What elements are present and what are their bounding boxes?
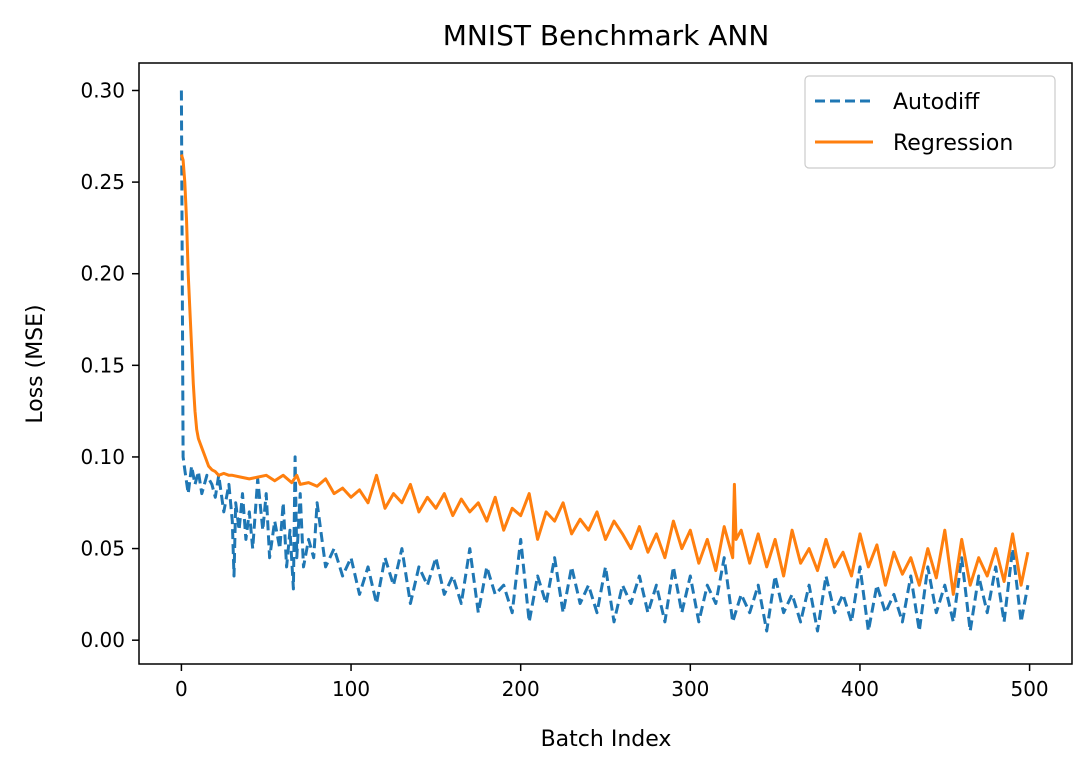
plot-area — [179, 90, 1030, 633]
plot-frame — [138, 62, 1073, 665]
legend-frame — [804, 75, 1056, 169]
series-line-regression — [179, 154, 1030, 596]
x-axis-label: Batch Index — [541, 727, 672, 752]
y-tick-label: 0.15 — [80, 353, 125, 377]
x-tick-label: 200 — [502, 677, 540, 701]
chart-title: MNIST Benchmark ANN — [443, 19, 770, 52]
y-tick-label: 0.10 — [80, 445, 125, 469]
y-axis: 0.00 0.05 0.10 0.15 0.20 0.25 0.30 — [80, 78, 139, 652]
x-axis: 0 100 200 300 400 500 — [175, 664, 1049, 701]
y-tick-label: 0.30 — [80, 78, 125, 102]
series-line-autodiff — [179, 90, 1030, 633]
y-tick-label: 0.25 — [80, 170, 125, 194]
legend-regression-label: Regression — [893, 131, 1013, 156]
y-tick-label: 0.00 — [80, 628, 125, 652]
x-tick-label: 300 — [671, 677, 709, 701]
x-tick-label: 500 — [1010, 677, 1048, 701]
legend-autodiff-label: Autodiff — [893, 90, 980, 115]
x-tick-label: 400 — [841, 677, 879, 701]
y-tick-label: 0.05 — [80, 537, 125, 561]
x-tick-label: 100 — [332, 677, 370, 701]
legend: Autodiff Regression — [804, 75, 1056, 169]
y-tick-label: 0.20 — [80, 262, 125, 286]
x-tick-label: 0 — [175, 677, 188, 701]
y-axis-label: Loss (MSE) — [23, 304, 48, 423]
